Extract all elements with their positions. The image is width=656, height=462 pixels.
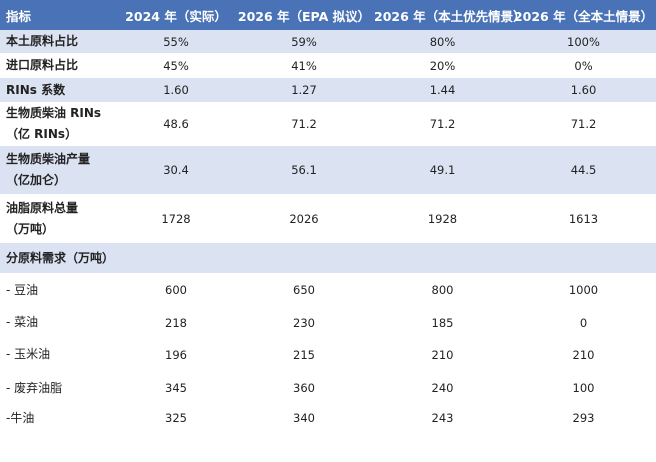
value-cell: 230 — [234, 307, 374, 338]
value-cell: 80% — [374, 30, 511, 53]
row-label: 本土原料占比 — [0, 30, 118, 53]
row-label-line: -牛油 — [6, 410, 35, 425]
value-cell: 360 — [234, 371, 374, 405]
row-label: 生物质柴油产量 （亿加仑） — [0, 146, 118, 194]
value-cell: 2026 — [234, 194, 374, 243]
value-cell: 196 — [118, 338, 234, 371]
value-cell: 1728 — [118, 194, 234, 243]
data-table: 指标 2024 年（实际） 2026 年（EPA 拟议） 2026 年（本土优先… — [0, 0, 656, 431]
value-cell: 56.1 — [234, 146, 374, 194]
value-cell: 210 — [511, 338, 656, 371]
value-cell: 30.4 — [118, 146, 234, 194]
value-cell: 100% — [511, 30, 656, 53]
value-cell: 243 — [374, 405, 511, 431]
row-label: 生物质柴油 RINs （亿 RINs） — [0, 102, 118, 146]
value-cell: 800 — [374, 273, 511, 307]
row-label: -牛油 — [0, 405, 118, 431]
row-label: - 玉米油 — [0, 338, 118, 371]
row-label: - 菜油 — [0, 307, 118, 338]
value-cell: 71.2 — [511, 102, 656, 146]
row-label: 分原料需求（万吨） — [0, 243, 118, 273]
header-row: 指标 2024 年（实际） 2026 年（EPA 拟议） 2026 年（本土优先… — [0, 0, 656, 30]
value-cell: 1.60 — [511, 78, 656, 102]
row-label-line: （亿加仑） — [6, 173, 67, 187]
row-label-line: （万吨） — [6, 221, 55, 236]
row-label-line: 分原料需求（万吨） — [6, 250, 115, 265]
header-cell-2024-actual: 2024 年（实际） — [118, 0, 234, 30]
row-label-line: - 菜油 — [6, 315, 39, 329]
value-cell — [374, 243, 511, 273]
value-cell: 1000 — [511, 273, 656, 307]
value-cell: 215 — [234, 338, 374, 371]
table-row: - 豆油 600 650 800 1000 — [0, 273, 656, 307]
table-row: - 玉米油 196 215 210 210 — [0, 338, 656, 371]
value-cell: 1613 — [511, 194, 656, 243]
value-cell: 240 — [374, 371, 511, 405]
table-row: - 废弃油脂 345 360 240 100 — [0, 371, 656, 405]
row-label: - 豆油 — [0, 273, 118, 307]
row-label-line: 生物质柴油 RINs — [6, 106, 102, 120]
row-label-line: 进口原料占比 — [6, 58, 79, 72]
row-label: - 废弃油脂 — [0, 371, 118, 405]
row-label: 油脂原料总量 （万吨） — [0, 194, 118, 243]
header-cell-2026-domestic-priority: 2026 年（本土优先情景） — [374, 0, 526, 30]
value-cell — [118, 243, 234, 273]
value-cell: 49.1 — [374, 146, 511, 194]
value-cell: 1.60 — [118, 78, 234, 102]
value-cell: 20% — [374, 53, 511, 78]
value-cell: 600 — [118, 273, 234, 307]
value-cell: 325 — [118, 405, 234, 431]
table-row: 油脂原料总量 （万吨） 1728 2026 1928 1613 — [0, 194, 656, 243]
value-cell: 71.2 — [234, 102, 374, 146]
value-cell: 210 — [374, 338, 511, 371]
row-label-line: - 玉米油 — [6, 347, 51, 361]
value-cell: 59% — [234, 30, 374, 53]
value-cell: 340 — [234, 405, 374, 431]
header-cell-indicator: 指标 — [0, 0, 118, 30]
value-cell: 0% — [511, 53, 656, 78]
value-cell: 345 — [118, 371, 234, 405]
value-cell: 218 — [118, 307, 234, 338]
value-cell: 1.27 — [234, 78, 374, 102]
table-row: 本土原料占比 55% 59% 80% 100% — [0, 30, 656, 53]
table-row: -牛油 325 340 243 293 — [0, 405, 656, 431]
row-label: 进口原料占比 — [0, 53, 118, 78]
value-cell: 71.2 — [374, 102, 511, 146]
value-cell: 44.5 — [511, 146, 656, 194]
table-row: 生物质柴油产量 （亿加仑） 30.4 56.1 49.1 44.5 — [0, 146, 656, 194]
value-cell — [234, 243, 374, 273]
value-cell: 0 — [511, 307, 656, 338]
table-row: RINs 系数 1.60 1.27 1.44 1.60 — [0, 78, 656, 102]
value-cell: 185 — [374, 307, 511, 338]
value-cell: 650 — [234, 273, 374, 307]
value-cell: 55% — [118, 30, 234, 53]
table-row: - 菜油 218 230 185 0 — [0, 307, 656, 338]
row-label-line: 生物质柴油产量 — [6, 152, 91, 166]
value-cell: 293 — [511, 405, 656, 431]
table-row: 分原料需求（万吨） — [0, 243, 656, 273]
header-cell-2026-all-domestic: 2026 年（全本土情景） — [511, 0, 656, 30]
value-cell: 45% — [118, 53, 234, 78]
row-label-line: RINs 系数 — [6, 82, 66, 97]
row-label-line: - 废弃油脂 — [6, 380, 63, 395]
value-cell: 48.6 — [118, 102, 234, 146]
table-row: 进口原料占比 45% 41% 20% 0% — [0, 53, 656, 78]
row-label: RINs 系数 — [0, 78, 118, 102]
table-row: 生物质柴油 RINs （亿 RINs） 48.6 71.2 71.2 71.2 — [0, 102, 656, 146]
row-label-line: 本土原料占比 — [6, 34, 79, 48]
row-label-line: 油脂原料总量 — [6, 200, 79, 215]
row-label-line: - 豆油 — [6, 282, 39, 297]
header-cell-2026-epa: 2026 年（EPA 拟议） — [234, 0, 374, 30]
value-cell: 100 — [511, 371, 656, 405]
value-cell: 41% — [234, 53, 374, 78]
row-label-line: （亿 RINs） — [6, 127, 78, 141]
value-cell: 1.44 — [374, 78, 511, 102]
value-cell: 1928 — [374, 194, 511, 243]
value-cell — [511, 243, 656, 273]
